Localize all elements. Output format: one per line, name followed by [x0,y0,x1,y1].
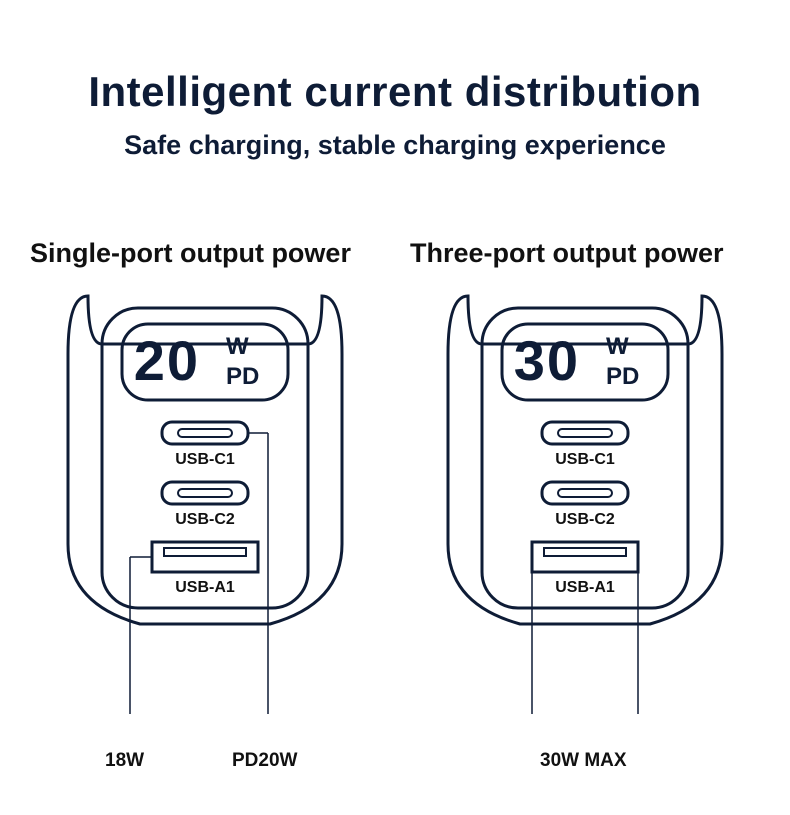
port-usbc2-inner [178,489,232,497]
port-usbc2 [162,482,248,504]
port-usbc1 [542,422,628,444]
port-usba1-inner [544,548,626,556]
display-unit-bottom: PD [226,363,259,390]
display-unit-bottom: PD [606,363,639,390]
callout-label-pd20w: PD20W [232,750,297,772]
section-label-left: Single-port output power [30,238,351,269]
page: Intelligent current distribution Safe ch… [0,0,790,815]
section-label-right: Three-port output power [410,238,723,269]
display-unit-top: W [606,333,629,360]
port-usba1-inner [164,548,246,556]
display-unit-top: W [226,333,249,360]
port-label-usbc1: USB-C1 [555,451,615,468]
page-title: Intelligent current distribution [0,68,790,116]
callout-label-30wmax: 30W MAX [540,750,627,772]
port-usbc1 [162,422,248,444]
port-label-usba1: USB-A1 [555,579,615,596]
port-label-usbc2: USB-C2 [175,511,235,528]
callout-label-18w: 18W [105,750,144,772]
port-usbc2-inner [558,489,612,497]
charger-diagram-right: 30 W PD USB-C1 USB-C2 USB-A1 [410,284,760,714]
port-label-usba1: USB-A1 [175,579,235,596]
port-usbc1-inner [178,429,232,437]
port-usbc1-inner [558,429,612,437]
port-label-usbc2: USB-C2 [555,511,615,528]
display-value: 20 [134,329,200,392]
charger-diagram-left: 20 W PD USB-C1 USB-C2 USB-A1 [30,284,380,714]
port-label-usbc1: USB-C1 [175,451,235,468]
port-usbc2 [542,482,628,504]
page-subtitle: Safe charging, stable charging experienc… [0,130,790,161]
display-value: 30 [514,329,580,392]
